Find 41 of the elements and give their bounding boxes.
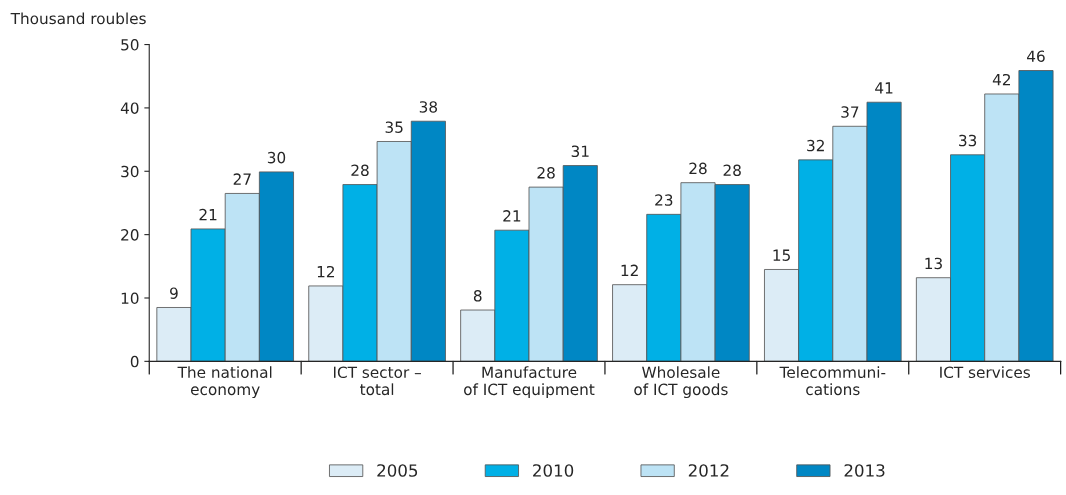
data-label: 28 [689, 162, 707, 175]
data-label: 35 [385, 121, 403, 133]
data-label: 31 [571, 145, 589, 158]
legend-label: 2010 [533, 464, 574, 477]
data-label: 21 [503, 210, 521, 222]
y-tick-label: 20 [121, 229, 139, 241]
data-label: 21 [199, 208, 217, 221]
x-tick-label: Manufacture of ICT equipment [464, 366, 595, 399]
data-label: 15 [773, 249, 790, 261]
x-tick-label: Telecommuni- cations [779, 366, 886, 396]
data-label: 38 [419, 101, 438, 113]
data-label: 28 [351, 164, 369, 177]
data-label: 8 [473, 289, 482, 302]
y-tick-label: 0 [130, 355, 139, 368]
x-tick-label: ICT sector – total [333, 366, 421, 396]
data-label: 23 [655, 194, 673, 206]
data-label: 30 [267, 151, 286, 164]
data-label: 37 [841, 106, 859, 118]
y-tick-label: 50 [121, 39, 139, 51]
x-tick-label: ICT services [940, 366, 1030, 379]
y-axis-title: Thousand roubles [10, 12, 146, 25]
data-label: 46 [1027, 50, 1045, 63]
data-label: 13 [925, 257, 942, 270]
data-label: 12 [317, 265, 335, 278]
data-label: 12 [621, 264, 638, 276]
data-label: 42 [992, 73, 1010, 86]
x-tick-label: The national economy [177, 366, 272, 399]
data-label: 9 [170, 287, 178, 299]
y-tick-label: 30 [121, 165, 139, 178]
y-tick-label: 40 [120, 102, 139, 114]
legend-label: 2013 [844, 464, 885, 477]
legend-label: 2012 [688, 464, 729, 477]
data-label: 41 [875, 82, 893, 94]
data-label: 33 [959, 134, 977, 147]
data-label: 28 [723, 164, 741, 177]
legend-label: 2005 [377, 464, 418, 477]
y-tick-label: 10 [121, 292, 139, 305]
data-label: 32 [807, 139, 824, 152]
data-label: 27 [233, 173, 251, 185]
data-label: 28 [537, 167, 555, 179]
x-tick-label: Wholesale of ICT goods [634, 366, 728, 399]
